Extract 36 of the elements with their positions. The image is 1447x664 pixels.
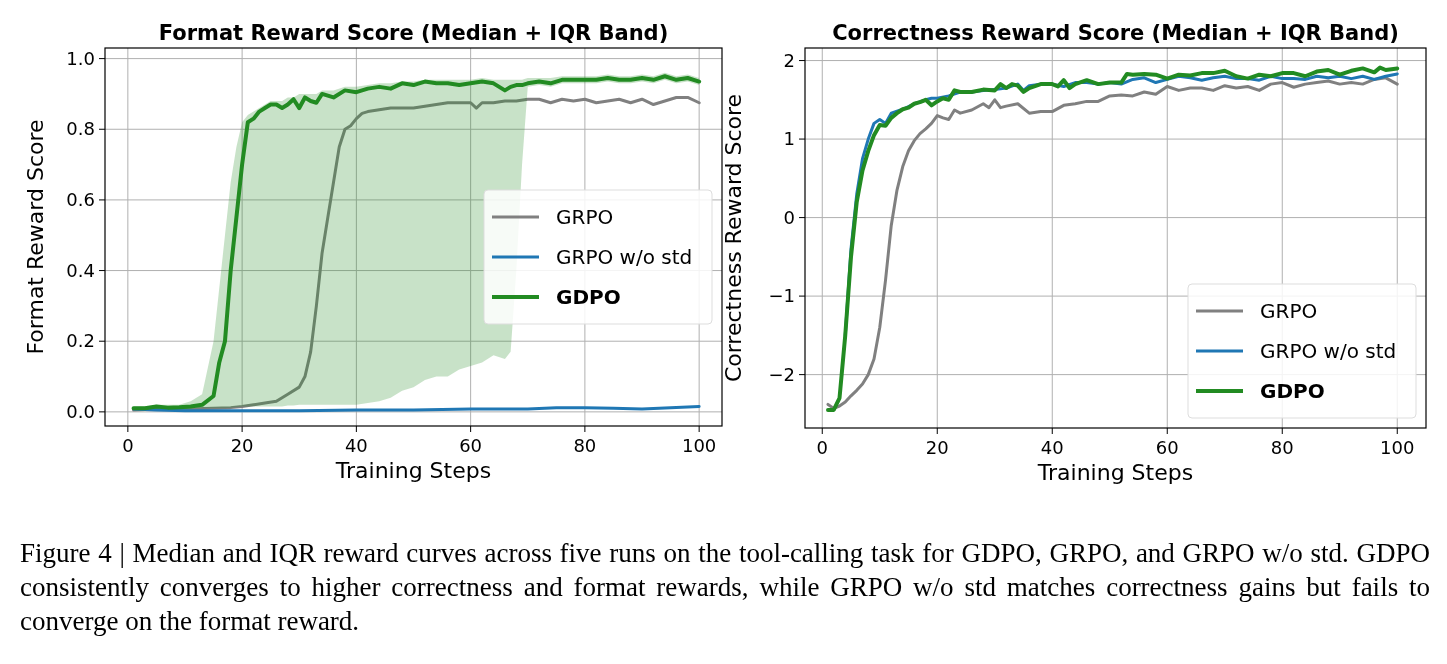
x-tick-label: 100 xyxy=(681,435,717,456)
legend-label: GDPO xyxy=(556,285,621,309)
y-axis-title: Correctness Reward Score xyxy=(721,93,746,383)
caption: Figure 4 | Median and IQR reward curves across five runs on the tool-calling task for GDPO, GRPO, and GRPO w/o std. GDPO consistently converges to higher correctness and format rewards, while GRPO w/o std matches correctness gains but fails to converge on the format reward. xyxy=(20,537,1430,638)
y-tick-label: 2 xyxy=(783,49,795,71)
x-tick-label: 60 xyxy=(1155,437,1179,458)
y-tick-label: 0.8 xyxy=(66,118,95,140)
chart-title: Format Reward Score (Median + IQR Band) xyxy=(158,21,669,45)
x-tick-label: 100 xyxy=(1380,437,1415,458)
chart-title: Correctness Reward Score (Median + IQR Band) xyxy=(832,21,1399,45)
legend-label: GRPO w/o std xyxy=(556,245,693,269)
y-tick-label: 1 xyxy=(783,128,795,150)
y-tick-label: 0.6 xyxy=(66,188,95,210)
x-tick-label: 20 xyxy=(230,435,254,456)
y-tick-label: −2 xyxy=(768,363,795,385)
x-tick-label: 0 xyxy=(122,435,134,456)
legend-label: GDPO xyxy=(1260,379,1325,403)
y-axis-title: Format Reward Score xyxy=(23,119,48,355)
y-tick-label: 0.0 xyxy=(66,400,95,422)
x-axis-title: Training Steps xyxy=(334,458,492,483)
x-tick-label: 20 xyxy=(925,437,949,458)
y-tick-label: 0 xyxy=(783,206,795,228)
legend-label: GRPO xyxy=(1260,299,1318,323)
x-tick-label: 80 xyxy=(573,435,597,456)
x-tick-label: 40 xyxy=(1040,437,1064,458)
y-tick-label: 1.0 xyxy=(66,47,95,69)
y-tick-label: 0.2 xyxy=(66,330,95,352)
x-tick-label: 80 xyxy=(1270,437,1294,458)
legend-label: GRPO w/o std xyxy=(1260,339,1397,363)
y-tick-label: −1 xyxy=(768,285,795,307)
y-tick-label: 0.4 xyxy=(66,259,95,281)
x-tick-label: 40 xyxy=(344,435,368,456)
x-tick-label: 60 xyxy=(459,435,483,456)
x-tick-label: 0 xyxy=(816,437,828,458)
x-axis-title: Training Steps xyxy=(1036,460,1194,485)
legend-label: GRPO xyxy=(556,205,614,229)
